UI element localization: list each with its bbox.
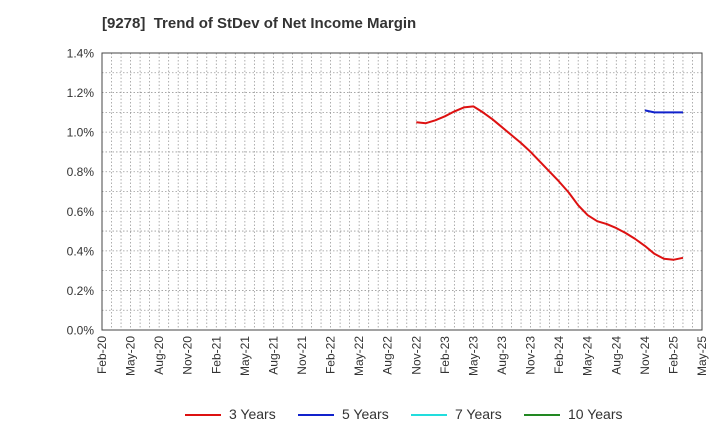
x-tick-label: May-22 (352, 336, 366, 376)
y-tick-label: 1.2% (67, 86, 95, 100)
x-tick-label: Aug-22 (381, 336, 395, 375)
legend-swatch-10-years (524, 414, 560, 416)
series-line-5-years (644, 109, 683, 114)
legend-label: 7 Years (455, 406, 502, 422)
x-tick-label: Feb-25 (666, 336, 680, 374)
chart-legend: 3 Years 5 Years 7 Years 10 Years (0, 404, 720, 426)
legend-swatch-3-years (185, 414, 221, 416)
x-tick-label: Aug-20 (152, 336, 166, 375)
x-tick-label: Feb-21 (209, 336, 223, 374)
y-tick-label: 1.4% (67, 47, 95, 61)
y-tick-label: 0.4% (67, 244, 95, 258)
legend-label: 10 Years (568, 406, 623, 422)
x-tick-label: May-25 (695, 336, 709, 376)
x-tick-label: Feb-20 (95, 336, 109, 374)
x-tick-label: Nov-22 (409, 336, 423, 375)
legend-swatch-7-years (411, 414, 447, 416)
x-tick-label: May-24 (581, 336, 595, 376)
x-tick-label: Aug-21 (266, 336, 280, 375)
y-tick-label: 0.0% (67, 324, 95, 338)
x-tick-label: May-20 (124, 336, 138, 376)
y-tick-label: 0.2% (67, 284, 95, 298)
x-tick-label: May-21 (238, 336, 252, 376)
y-tick-label: 0.6% (67, 205, 95, 219)
legend-label: 3 Years (229, 406, 276, 422)
line-chart: 0.0% 0.2% 0.4% 0.6% 0.8% 1.0% 1.2% 1.4% Feb-20 Ma… (67, 47, 709, 377)
chart-title: [9278] Trend of StDev of Net Income Marg… (102, 15, 417, 32)
legend-label: 5 Years (342, 406, 389, 422)
y-tick-label: 0.8% (67, 165, 95, 179)
x-tick-label: Aug-23 (495, 336, 509, 375)
x-tick-label: Nov-23 (524, 336, 538, 375)
x-tick-label: May-23 (466, 336, 480, 376)
y-tick-label: 1.0% (67, 126, 95, 140)
x-tick-label: Aug-24 (609, 336, 623, 375)
legend-swatch-5-years (298, 414, 334, 416)
x-tick-label: Nov-24 (638, 336, 652, 375)
x-tick-label: Nov-20 (181, 336, 195, 375)
plot-area (102, 53, 702, 330)
x-tick-label: Feb-24 (552, 336, 566, 374)
x-tick-label: Nov-21 (295, 336, 309, 375)
series-line-3-years (416, 105, 684, 261)
x-tick-label: Feb-23 (438, 336, 452, 374)
plot-frame (101, 52, 703, 331)
x-tick-label: Feb-22 (324, 336, 338, 374)
